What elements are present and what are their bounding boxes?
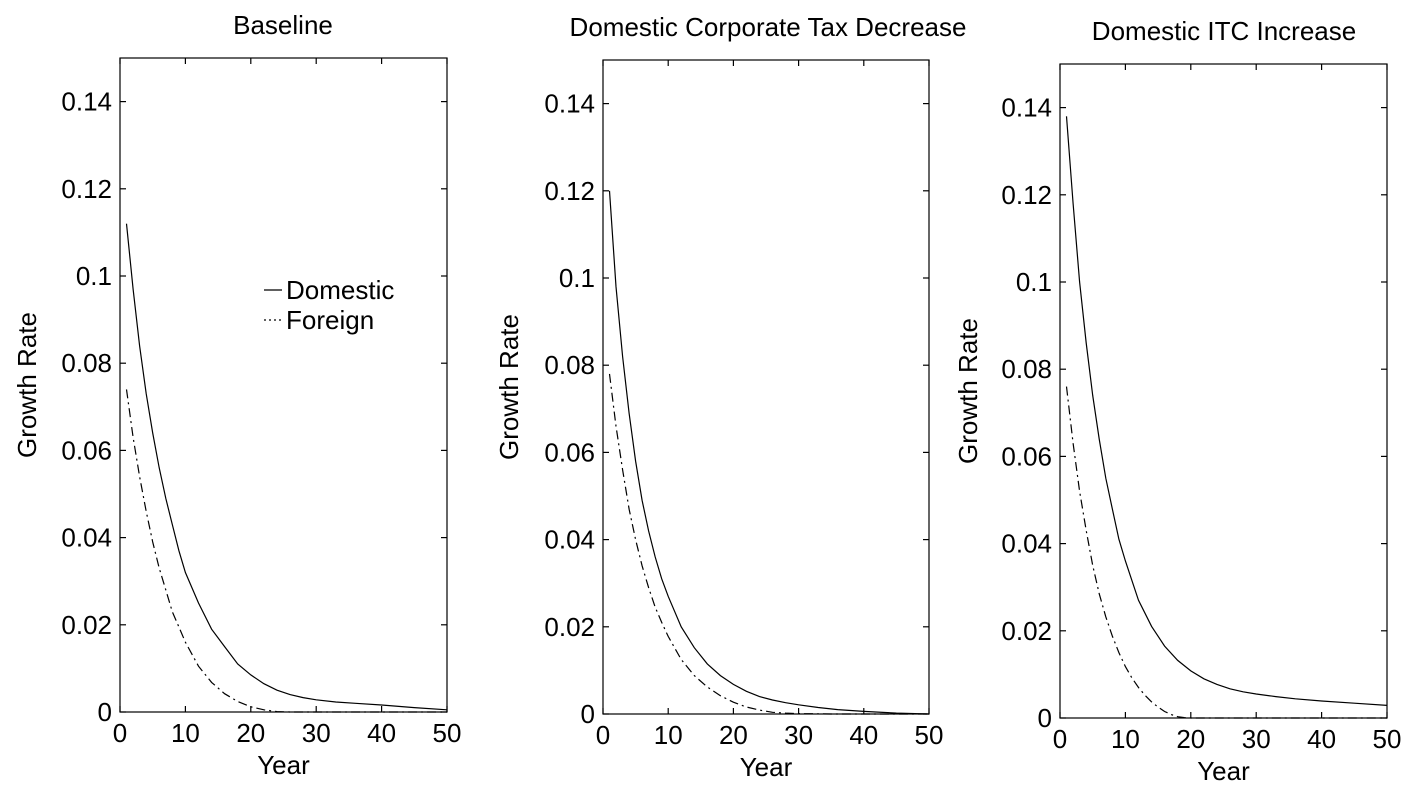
x-tick-label: 50 <box>915 720 944 750</box>
y-tick-label: 0.06 <box>61 435 112 465</box>
x-tick-label: 0 <box>1053 724 1067 754</box>
legend-label: Foreign <box>286 305 374 335</box>
y-axis-label: Growth Rate <box>494 314 524 460</box>
x-tick-label: 20 <box>1176 724 1205 754</box>
y-tick-label: 0.06 <box>544 437 595 467</box>
x-tick-label: 30 <box>302 718 331 748</box>
plot-frame <box>119 57 448 713</box>
y-tick-label: 0.14 <box>544 89 595 119</box>
x-tick-label: 10 <box>171 718 200 748</box>
chart-title: Domestic ITC Increase <box>1092 16 1356 46</box>
x-tick-label: 40 <box>367 718 396 748</box>
y-tick-label: 0.02 <box>61 610 112 640</box>
x-axis-label: Year <box>1197 756 1250 786</box>
y-tick-label: 0.1 <box>1016 267 1052 297</box>
y-tick-label: 0.1 <box>76 261 112 291</box>
series-line-domestic <box>1065 116 1388 706</box>
legend-label: Domestic <box>286 275 394 305</box>
chart-panel-0: Baseline 0 0.02 0.04 0.06 0.08 0.1 0.12 0.14 0 10 2… <box>12 10 461 780</box>
x-tick-label: 0 <box>113 718 127 748</box>
y-tick-label: 0.04 <box>1001 529 1052 559</box>
series-line-foreign <box>125 389 447 713</box>
y-axis-label: Growth Rate <box>953 318 983 464</box>
x-tick-label: 30 <box>1242 724 1271 754</box>
y-tick-label: 0.12 <box>1001 180 1052 210</box>
y-tick-label: 0.06 <box>1001 441 1052 471</box>
chart-panel-2: Domestic ITC Increase 0 0.02 0.04 0.06 0.08 0.… <box>953 16 1401 786</box>
y-tick-label: 0 <box>581 699 595 729</box>
x-tick-label: 50 <box>433 718 462 748</box>
chart-title: Baseline <box>233 10 333 40</box>
y-tick-label: 0.04 <box>544 525 595 555</box>
chart-panel-1: Domestic Corporate Tax Decrease 0 0.02 0.04… <box>494 12 966 782</box>
chart-title: Domestic Corporate Tax Decrease <box>570 12 967 42</box>
x-tick-label: 10 <box>1111 724 1140 754</box>
y-tick-label: 0.02 <box>544 612 595 642</box>
series-line-domestic <box>125 223 448 711</box>
x-tick-label: 50 <box>1373 724 1402 754</box>
x-tick-label: 30 <box>784 720 813 750</box>
x-axis-label: Year <box>740 752 793 782</box>
x-tick-label: 10 <box>654 720 683 750</box>
plot-frame <box>602 59 930 715</box>
y-tick-label: 0 <box>1038 703 1052 733</box>
y-tick-label: 0.12 <box>61 174 112 204</box>
x-axis-label: Year <box>257 750 310 780</box>
x-tick-label: 40 <box>1307 724 1336 754</box>
x-tick-label: 0 <box>596 720 610 750</box>
y-tick-label: 0.02 <box>1001 616 1052 646</box>
y-tick-label: 0.14 <box>61 87 112 117</box>
series-line-foreign <box>1065 386 1387 719</box>
y-tick-label: 0.1 <box>559 263 595 293</box>
y-tick-label: 0.12 <box>544 176 595 206</box>
x-tick-label: 40 <box>849 720 878 750</box>
series-line-domestic <box>608 190 930 715</box>
y-tick-label: 0 <box>98 697 112 727</box>
series-line-foreign <box>608 373 929 715</box>
y-tick-label: 0.04 <box>61 523 112 553</box>
x-tick-label: 20 <box>236 718 265 748</box>
plot-frame <box>1059 63 1388 719</box>
x-tick-label: 20 <box>719 720 748 750</box>
y-tick-label: 0.08 <box>1001 354 1052 384</box>
y-axis-label: Growth Rate <box>12 312 42 458</box>
y-tick-label: 0.08 <box>544 350 595 380</box>
y-tick-label: 0.14 <box>1001 93 1052 123</box>
y-tick-label: 0.08 <box>61 348 112 378</box>
